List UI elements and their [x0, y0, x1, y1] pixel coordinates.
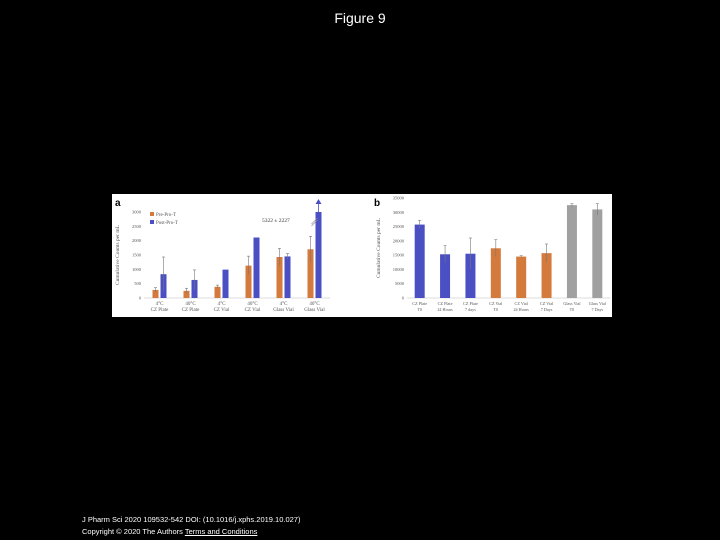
b-bar [516, 256, 527, 298]
a-y-tick-label: 2500 [132, 224, 142, 229]
b-x-tick-label: Glass Vial [563, 301, 581, 306]
a-legend-label: Post-Pro-T [156, 221, 178, 226]
b-x-tick-label: CZ Vial [515, 301, 529, 306]
b-bar [465, 253, 476, 298]
a-x-tick-label: CZ Plate [151, 308, 169, 313]
a-y-tick-label: 2000 [132, 238, 142, 243]
a-x-tick-label: 4°C [280, 302, 288, 307]
b-x-tick-label: T0 [493, 307, 498, 312]
a-bar [253, 237, 260, 298]
a-x-tick-label: Glass Vial [273, 308, 294, 313]
a-bar [183, 290, 190, 298]
b-x-tick-label: CZ Vial [489, 301, 503, 306]
a-legend-swatch [150, 220, 154, 224]
a-x-tick-label: 4°C [156, 302, 164, 307]
a-y-tick-label: 1500 [132, 253, 142, 258]
b-x-tick-label: Glass Vial [589, 301, 607, 306]
chart-a: a Cumulative Counts per mL 0 500 1000 1500 200… [115, 198, 330, 313]
a-y-tick-label: 0 [139, 296, 142, 301]
a-x-tick-label: CZ Plate [182, 308, 200, 313]
b-x-tick-label: 7 Days [591, 307, 603, 312]
a-x-tick-label: 4°C [218, 302, 226, 307]
b-bar [566, 205, 577, 298]
a-x-tick-label: CZ Vial [245, 308, 261, 313]
b-y-tick-label: 10000 [393, 267, 405, 272]
a-y-tick-label: 3000 [132, 210, 142, 215]
caption: J Pharm Sci 2020 109532-542 DOI: (10.101… [82, 514, 300, 538]
a-x-tick-label: 40°C [309, 302, 320, 307]
a-x-tick-label: Glass Vial [304, 308, 325, 313]
figure-title: Figure 9 [334, 10, 386, 26]
b-y-tick-label: 35000 [393, 196, 405, 201]
a-x-tick-label: 40°C [185, 302, 196, 307]
a-bar [245, 265, 252, 298]
b-x-tick-label: CZ Plate [438, 301, 453, 306]
a-bar [307, 249, 314, 298]
a-bar [284, 256, 291, 298]
b-bar [440, 254, 451, 298]
copyright: Copyright © 2020 The Authors [82, 527, 183, 536]
b-x-tick-label: T0 [417, 307, 422, 312]
b-y-tick-label: 20000 [393, 238, 405, 243]
b-x-tick-label: 7 days [465, 307, 476, 312]
b-x-tick-label: CZ Plate [463, 301, 478, 306]
a-bar [222, 269, 229, 298]
b-panel-letter: b [374, 198, 380, 209]
b-bar [541, 253, 552, 298]
b-x-tick-label: 24 Hours [513, 307, 529, 312]
a-arrow-head [315, 199, 322, 204]
a-bar [276, 257, 283, 298]
b-y-tick-label: 30000 [393, 210, 405, 215]
chart-b: b Cumulative Counts per mL 0 5000 10000 15000… [374, 196, 610, 312]
b-x-tick-label: 7 Days [541, 307, 553, 312]
b-bar [414, 224, 425, 298]
a-panel-letter: a [115, 198, 121, 209]
a-x-tick-label: 40°C [247, 302, 258, 307]
b-x-tick-label: CZ Vial [540, 301, 554, 306]
b-y-tick-label: 15000 [393, 253, 405, 258]
figure-panel: a Cumulative Counts per mL 0 500 1000 1500 200… [112, 194, 612, 317]
b-y-tick-label: 5000 [395, 281, 405, 286]
b-x-tick-label: 24 Hours [437, 307, 453, 312]
b-y-tick-label: 25000 [393, 224, 405, 229]
a-bar [315, 212, 322, 298]
a-x-tick-label: CZ Vial [214, 308, 230, 313]
a-y-tick-label: 1000 [132, 267, 142, 272]
a-legend-label: Pre-Pro-T [156, 213, 176, 218]
a-legend-swatch [150, 212, 154, 216]
b-bar [490, 248, 501, 298]
terms-link[interactable]: Terms and Conditions [184, 527, 258, 536]
a-y-axis-label: Cumulative Counts per mL [115, 224, 121, 285]
a-y-tick-label: 500 [134, 281, 142, 286]
a-axis-break [311, 217, 318, 227]
citation: J Pharm Sci 2020 109532-542 DOI: (10.101… [82, 515, 301, 524]
a-bar [214, 286, 221, 298]
b-y-tick-label: 0 [402, 296, 405, 301]
b-bar [592, 209, 603, 298]
b-x-tick-label: CZ Plate [412, 301, 427, 306]
a-annotation: 5322 ± 2227 [262, 218, 290, 224]
copyright-line: Copyright © 2020 The Authors Terms and C… [82, 526, 300, 538]
b-y-axis-label: Cumulative Counts per mL [376, 217, 382, 278]
a-bar [152, 289, 159, 298]
b-x-tick-label: T0 [570, 307, 575, 312]
